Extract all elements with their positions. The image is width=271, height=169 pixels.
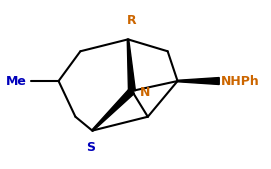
Polygon shape — [127, 39, 136, 91]
Text: N: N — [140, 86, 150, 99]
Text: S: S — [86, 141, 95, 153]
Text: R: R — [127, 15, 137, 28]
Text: Me: Me — [6, 75, 27, 88]
Polygon shape — [178, 78, 219, 84]
Text: NHPh: NHPh — [221, 75, 260, 88]
Polygon shape — [92, 89, 134, 131]
